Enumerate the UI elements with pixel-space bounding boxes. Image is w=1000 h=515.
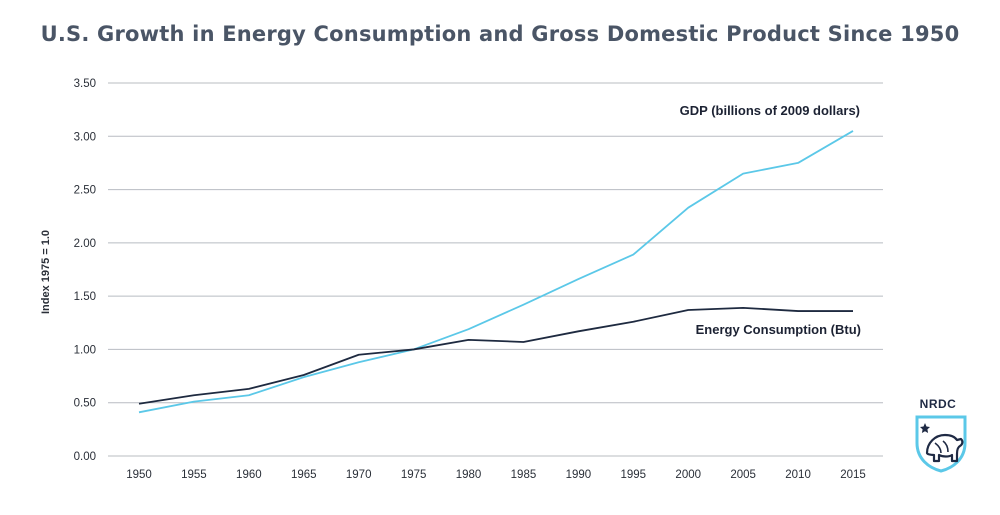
series-label-gdp: GDP (billions of 2009 dollars) xyxy=(680,103,860,118)
x-tick-label: 2005 xyxy=(730,469,756,481)
x-tick-label: 2010 xyxy=(785,469,811,481)
y-tick-label: 2.00 xyxy=(74,238,96,250)
x-tick-label: 1975 xyxy=(401,469,427,481)
grid-lines xyxy=(108,82,883,457)
series-line-energy xyxy=(138,306,853,405)
series-line-gdp xyxy=(138,130,854,414)
x-tick-label: 1950 xyxy=(126,469,152,481)
x-tick-label: 1970 xyxy=(346,469,372,481)
x-tick-label: 2015 xyxy=(840,469,866,481)
x-tick-label: 1980 xyxy=(456,469,482,481)
y-tick-label: 1.50 xyxy=(74,291,96,303)
x-tick-label: 1960 xyxy=(236,469,262,481)
y-axis-ticks: 0.00 0.50 1.00 1.50 2.00 2.50 3.00 3.50 xyxy=(74,78,96,463)
x-tick-label: 1985 xyxy=(511,469,537,481)
y-tick-label: 1.00 xyxy=(74,344,96,356)
y-tick-label: 3.50 xyxy=(74,78,96,90)
x-tick-label: 1965 xyxy=(291,469,317,481)
bear-shield-icon xyxy=(915,415,967,473)
x-tick-label: 2000 xyxy=(675,469,701,481)
y-axis-label: Index 1975 = 1.0 xyxy=(40,230,52,314)
x-tick-label: 1990 xyxy=(566,469,592,481)
chart-title: U.S. Growth in Energy Consumption and Gr… xyxy=(40,22,960,46)
y-tick-label: 2.50 xyxy=(74,185,96,197)
x-tick-label: 1955 xyxy=(181,469,207,481)
y-tick-label: 0.50 xyxy=(74,398,96,410)
x-tick-label: 1995 xyxy=(621,469,647,481)
logo-text: NRDC xyxy=(919,397,957,411)
x-axis-ticks: 1950 1955 1960 1965 1970 1975 1980 1985 1990 1995… xyxy=(126,469,866,481)
y-tick-label: 0.00 xyxy=(74,451,96,463)
nrdc-logo: NRDC xyxy=(908,397,978,477)
series-lines xyxy=(138,130,854,414)
y-tick-label: 3.00 xyxy=(74,131,96,143)
series-label-energy: Energy Consumption (Btu) xyxy=(696,322,861,337)
